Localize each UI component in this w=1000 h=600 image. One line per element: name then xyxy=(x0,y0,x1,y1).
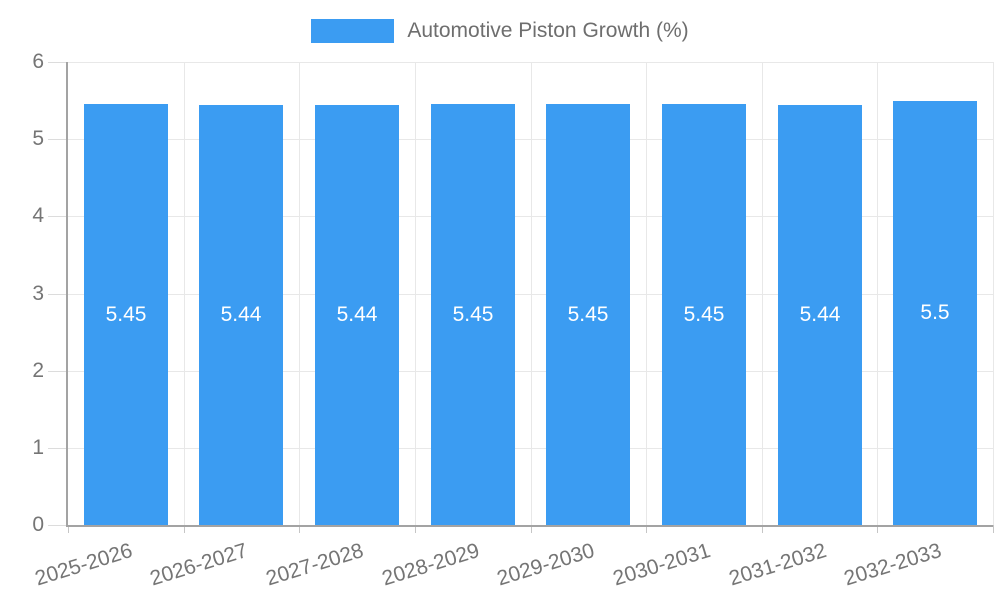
bar-value-label: 5.45 xyxy=(105,302,147,326)
gridline-vertical xyxy=(415,62,416,525)
gridline-vertical xyxy=(877,62,878,525)
gridline-horizontal xyxy=(68,216,993,217)
bar[interactable]: 5.44 xyxy=(315,105,399,525)
gridline-vertical xyxy=(184,62,185,525)
x-axis-tick xyxy=(762,525,763,533)
x-axis-tick xyxy=(184,525,185,533)
bar-value-label: 5.44 xyxy=(220,303,262,326)
bar[interactable]: 5.45 xyxy=(431,104,515,525)
bar-value-label: 5.45 xyxy=(452,302,494,326)
y-axis-tick xyxy=(48,294,68,295)
y-axis-label: 2 xyxy=(32,359,44,382)
y-axis-tick xyxy=(48,139,68,140)
bar-value-label: 5.44 xyxy=(336,303,378,326)
x-axis-tick xyxy=(415,525,416,533)
legend: Automotive Piston Growth (%) xyxy=(0,16,1000,46)
x-axis-tick xyxy=(993,525,994,533)
gridline-horizontal xyxy=(68,448,993,449)
bar[interactable]: 5.44 xyxy=(778,105,862,525)
legend-label: Automotive Piston Growth (%) xyxy=(407,19,689,42)
y-axis-label: 0 xyxy=(32,513,44,536)
legend-swatch xyxy=(311,19,395,43)
y-axis-tick xyxy=(48,371,68,372)
bar[interactable]: 5.45 xyxy=(546,104,630,525)
x-axis-label: 2027-2028 xyxy=(262,539,366,591)
y-axis-label: 6 xyxy=(32,50,44,73)
bar[interactable]: 5.5 xyxy=(893,101,977,525)
y-axis-line xyxy=(66,62,68,525)
y-axis-label: 1 xyxy=(32,436,44,459)
x-axis-label: 2026-2027 xyxy=(146,539,250,591)
x-axis-label: 2031-2032 xyxy=(725,539,829,591)
y-axis-tick xyxy=(48,62,68,63)
gridline-vertical xyxy=(646,62,647,525)
gridline-horizontal xyxy=(68,139,993,140)
x-axis-label: 2025-2026 xyxy=(31,539,135,591)
gridline-vertical xyxy=(762,62,763,525)
gridline-vertical xyxy=(531,62,532,525)
bar[interactable]: 5.44 xyxy=(199,105,283,525)
x-axis-tick xyxy=(877,525,878,533)
bar-value-label: 5.44 xyxy=(799,303,841,326)
bar-value-label: 5.45 xyxy=(567,302,609,326)
gridline-horizontal xyxy=(68,294,993,295)
x-axis-line xyxy=(66,525,993,527)
gridline-vertical xyxy=(299,62,300,525)
bar-value-label: 5.45 xyxy=(683,302,725,326)
legend-item[interactable]: Automotive Piston Growth (%) xyxy=(311,19,689,43)
bar[interactable]: 5.45 xyxy=(84,104,168,525)
gridline-horizontal xyxy=(68,62,993,63)
y-axis-label: 4 xyxy=(32,204,44,227)
x-axis-tick xyxy=(299,525,300,533)
x-axis-label: 2030-2031 xyxy=(609,539,713,591)
x-axis-label: 2032-2033 xyxy=(840,539,944,591)
x-axis-label: 2029-2030 xyxy=(493,539,597,591)
y-axis-tick xyxy=(48,216,68,217)
x-axis-label: 2028-2029 xyxy=(378,539,482,591)
y-axis-tick xyxy=(48,525,68,526)
gridline-vertical xyxy=(993,62,994,525)
gridline-horizontal xyxy=(68,371,993,372)
y-axis-label: 3 xyxy=(32,282,44,305)
y-axis-tick xyxy=(48,448,68,449)
x-axis-tick xyxy=(68,525,69,533)
y-axis-label: 5 xyxy=(32,127,44,150)
bar-value-label: 5.5 xyxy=(920,301,950,324)
x-axis-tick xyxy=(531,525,532,533)
bar[interactable]: 5.45 xyxy=(662,104,746,525)
x-axis-tick xyxy=(646,525,647,533)
